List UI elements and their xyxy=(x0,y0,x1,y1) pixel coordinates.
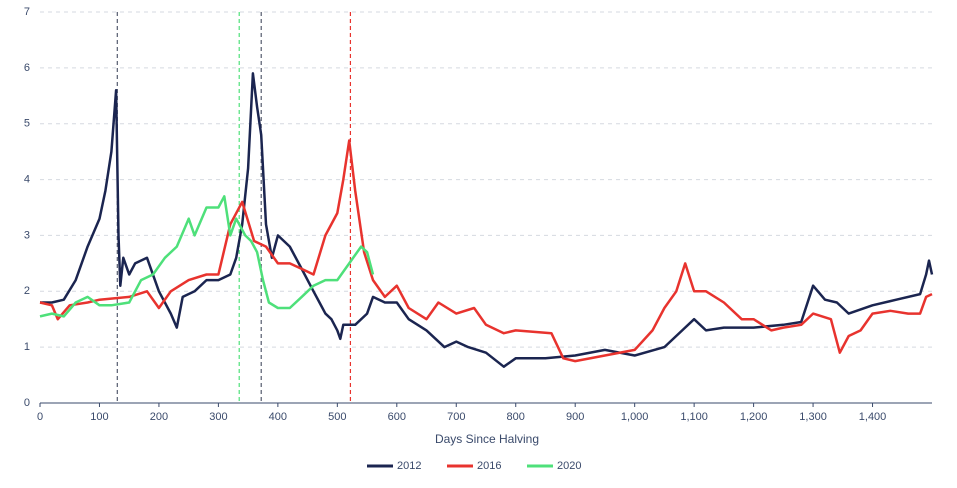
series-line xyxy=(40,72,934,368)
x-tick-label: 0 xyxy=(37,411,43,423)
y-tick-label: 3 xyxy=(24,229,30,241)
x-tick-label: 700 xyxy=(447,411,465,423)
x-tick-label: 900 xyxy=(566,411,584,423)
x-tick-label: 800 xyxy=(507,411,525,423)
x-tick-label: 200 xyxy=(150,411,168,423)
y-tick-label: 4 xyxy=(24,173,30,185)
y-tick-label: 5 xyxy=(24,118,30,130)
x-tick-label: 1,100 xyxy=(680,411,708,423)
x-tick-label: 400 xyxy=(269,411,287,423)
x-axis-label: Days Since Halving xyxy=(435,432,539,446)
legend-label: 2012 xyxy=(397,460,421,472)
x-tick-label: 600 xyxy=(388,411,406,423)
y-tick-label: 2 xyxy=(24,285,30,297)
legend-label: 2020 xyxy=(557,460,581,472)
series-line xyxy=(39,139,933,363)
x-tick-label: 300 xyxy=(209,411,227,423)
x-tick-label: 1,300 xyxy=(799,411,827,423)
y-tick-label: 1 xyxy=(24,341,30,353)
x-tick-label: 1,200 xyxy=(740,411,768,423)
y-tick-label: 6 xyxy=(24,62,30,74)
x-tick-label: 500 xyxy=(328,411,346,423)
x-tick-label: 1,400 xyxy=(859,411,887,423)
y-tick-label: 7 xyxy=(24,6,30,18)
x-tick-label: 100 xyxy=(90,411,108,423)
y-tick-label: 0 xyxy=(24,397,30,409)
x-tick-label: 1,000 xyxy=(621,411,649,423)
series-line xyxy=(39,195,375,318)
legend-label: 2016 xyxy=(477,460,501,472)
